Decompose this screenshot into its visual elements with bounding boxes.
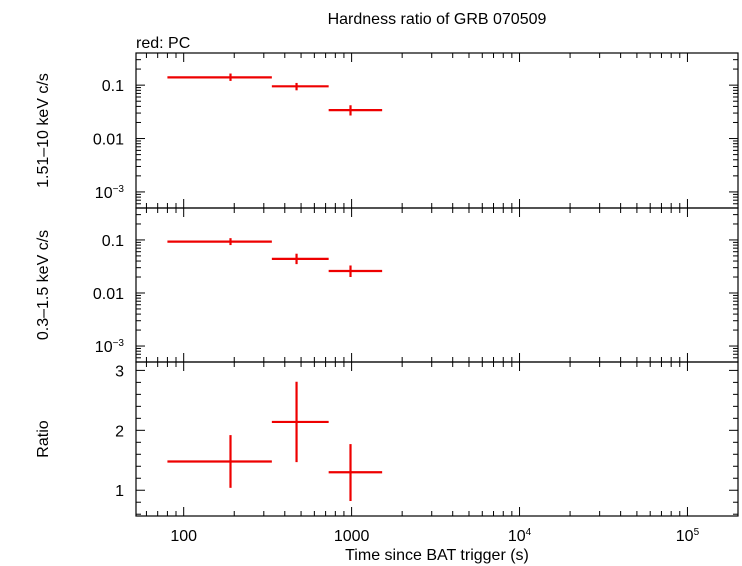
y-tick-label: 10−3 — [95, 184, 125, 202]
y-axis-label: 0.3–1.5 keV c/s — [35, 230, 52, 340]
y-axis-label: Ratio — [35, 420, 52, 457]
x-tick-label: 104 — [508, 527, 532, 545]
x-axis-label: Time since BAT trigger (s) — [345, 547, 529, 564]
x-tick-label: 100 — [170, 528, 197, 545]
x-tick-label: 105 — [676, 527, 700, 545]
data-point — [271, 82, 329, 91]
panel-frame — [135, 361, 739, 517]
y-axis-label: 1.51–10 keV c/s — [35, 73, 52, 188]
data-point — [328, 105, 383, 116]
y-tick-label: 10−3 — [95, 338, 125, 356]
y-tick-label: 2 — [115, 423, 124, 440]
data-point — [167, 435, 272, 488]
panel-frame — [135, 207, 739, 363]
y-tick-label: 3 — [115, 363, 124, 380]
y-tick-label: 1 — [115, 483, 124, 500]
chart-subtitle: red: PC — [136, 35, 190, 52]
panels: 0.1 0.01 10−3 1.51–10 keV c/s 0.1 0.01 10−3 0.3… — [35, 52, 739, 545]
panel-bottom: 1 2 3 100 1000 104 105 Ratio — [35, 361, 739, 545]
panel-top: 0.1 0.01 10−3 1.51–10 keV c/s — [35, 52, 739, 209]
y-tick-label: 0.1 — [102, 233, 124, 250]
data-point — [328, 444, 383, 502]
y-tick-label: 0.01 — [93, 286, 124, 303]
y-tick-label: 0.01 — [93, 132, 124, 149]
data-point — [167, 238, 272, 246]
y-tick-label: 0.1 — [102, 78, 124, 95]
data-point — [271, 253, 329, 265]
data-point — [167, 73, 272, 81]
panel-middle: 0.1 0.01 10−3 0.3–1.5 keV c/s — [35, 207, 739, 363]
x-tick-label: 1000 — [334, 528, 370, 545]
data-point — [271, 381, 329, 463]
data-point — [328, 265, 383, 278]
chart-title: Hardness ratio of GRB 070509 — [328, 11, 547, 28]
